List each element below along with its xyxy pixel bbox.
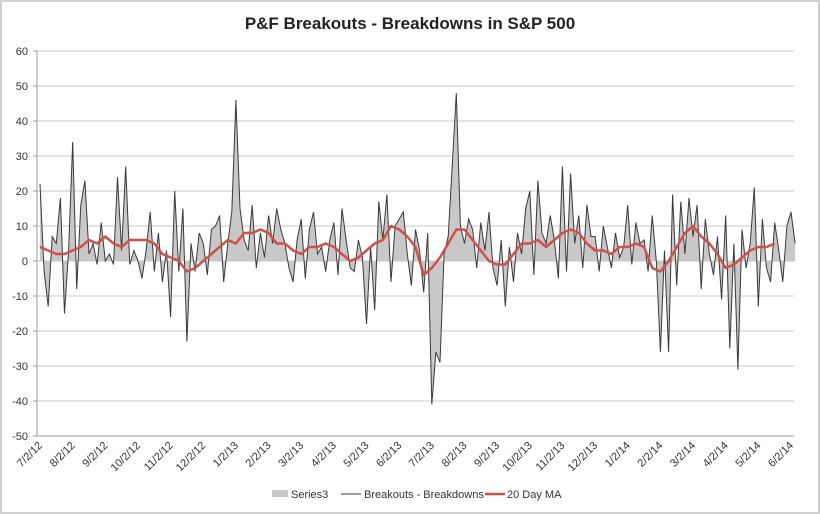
y-tick-label: 60 [16, 46, 28, 58]
x-tick-label: 9/2/13 [472, 440, 502, 470]
chart-title: P&F Breakouts - Breakdowns in S&P 500 [245, 14, 575, 33]
x-tick-label: 11/2/12 [142, 440, 176, 474]
y-tick-label: 50 [16, 81, 28, 93]
x-tick-label: 4/2/14 [701, 440, 731, 470]
x-tick-label: 4/2/13 [309, 440, 339, 470]
series3-area [40, 93, 796, 405]
x-tick-label: 2/2/13 [244, 440, 274, 470]
y-tick-label: 20 [16, 186, 28, 198]
x-tick-label: 10/2/13 [500, 440, 534, 474]
x-tick-label: 5/2/13 [342, 440, 372, 470]
legend-swatch-series3 [272, 490, 288, 497]
y-tick-label: 10 [16, 221, 28, 233]
y-tick-label: 0 [22, 256, 28, 268]
y-tick-label: 30 [16, 151, 28, 163]
x-tick-label: 9/2/12 [80, 440, 110, 470]
y-tick-label: -20 [12, 326, 28, 338]
legend: Series3 Breakouts - Breakdowns 20 Day MA [272, 489, 562, 501]
x-tick-label: 10/2/12 [109, 440, 143, 474]
legend-label-series3: Series3 [291, 489, 328, 501]
x-tick-label: 12/2/12 [174, 440, 208, 474]
x-tick-label: 1/2/13 [211, 440, 241, 470]
x-tick-label: 3/2/13 [276, 440, 306, 470]
x-tick-label: 11/2/13 [534, 440, 568, 474]
x-tick-label: 7/2/13 [407, 440, 437, 470]
x-tick-label: 6/2/14 [766, 440, 796, 470]
x-tick-label: 8/2/13 [439, 440, 469, 470]
y-tick-label: -30 [12, 361, 28, 373]
legend-label-breakouts: Breakouts - Breakdowns [364, 489, 484, 501]
x-tick-label: 8/2/12 [48, 440, 78, 470]
y-tick-label: -40 [12, 396, 28, 408]
x-tick-label: 7/2/12 [15, 440, 45, 470]
y-tick-label: -50 [12, 431, 28, 443]
y-tick-label: 40 [16, 116, 28, 128]
y-tick-label: -10 [12, 291, 28, 303]
x-tick-label: 1/2/14 [603, 440, 633, 470]
ma-20-day-line [39, 224, 776, 277]
x-tick-label: 2/2/14 [635, 440, 665, 470]
x-tick-label: 12/2/13 [566, 440, 600, 474]
x-tick-label: 5/2/14 [733, 440, 763, 470]
legend-label-ma: 20 Day MA [507, 489, 562, 501]
x-tick-label: 3/2/14 [668, 440, 698, 470]
x-tick-label: 6/2/13 [374, 440, 404, 470]
